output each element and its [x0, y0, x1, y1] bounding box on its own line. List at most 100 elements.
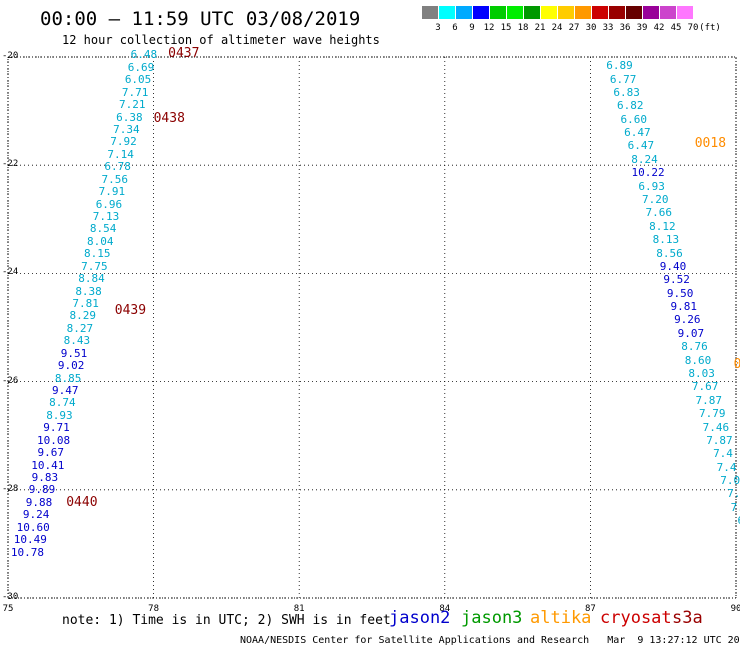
note-text: note: 1) Time is in UTC; 2) SWH is in fe…	[62, 613, 391, 628]
lon-tick-label: 75	[2, 604, 14, 614]
legend-label: 36	[619, 23, 631, 33]
wave-height-value: 7.4	[716, 460, 737, 474]
mission-name: jason3	[461, 608, 523, 628]
wave-height-value: 10.60	[16, 520, 50, 534]
wave-height-value: 9.24	[22, 508, 50, 522]
mission-name: jason2	[389, 608, 451, 628]
wave-height-value: 7.34	[113, 122, 140, 136]
wave-height-value: 7.87	[706, 433, 733, 447]
legend-swatch	[456, 6, 472, 19]
lat-tick-label: -30	[2, 592, 19, 602]
wave-height-value: 7.56	[101, 172, 129, 186]
legend-swatch	[524, 6, 540, 19]
legend-label: 18	[517, 23, 529, 33]
wave-height-value: 10.08	[37, 433, 71, 447]
wave-height-value: 9.50	[666, 286, 694, 300]
wave-height-value: 7.91	[98, 185, 126, 199]
wave-height-value: 8.38	[75, 284, 102, 298]
wave-height-value: 6.48	[130, 48, 158, 62]
legend-label: 27	[568, 23, 580, 33]
wave-height-value: 10.22	[631, 166, 665, 180]
mission-name: s3a	[672, 608, 703, 628]
wave-height-value: 6.83	[613, 85, 640, 99]
wave-height-value: 9.81	[670, 300, 698, 314]
wave-height-value: 7.46	[702, 420, 730, 434]
lat-tick-label: -24	[2, 267, 19, 278]
grid-lines	[7, 56, 737, 599]
pass-time-label: 0018	[694, 135, 727, 151]
wave-height-value: 9.67	[37, 446, 64, 460]
legend-label: 21	[534, 23, 546, 33]
lat-tick-label: -20	[2, 51, 19, 61]
lon-tick-label: 84	[439, 604, 451, 614]
wave-height-value: 9.71	[43, 421, 70, 435]
legend-swatch	[660, 6, 676, 19]
legend-label: 15	[500, 23, 512, 33]
wave-height-value: 9.40	[659, 259, 687, 273]
wave-height-value: 7.75	[81, 259, 108, 273]
wave-height-value: 8.85	[54, 371, 82, 385]
wave-height-value: 7.81	[72, 296, 99, 310]
wave-height-value: 7.71	[121, 85, 149, 99]
wave-height-value: 6.47	[627, 139, 655, 153]
wave-height-value: 8.29	[69, 309, 96, 323]
legend-swatch	[643, 6, 659, 19]
wave-height-value: 8.27	[66, 321, 94, 335]
wave-height-value: 6.82	[616, 99, 644, 113]
pass-time-label: 0438	[153, 111, 185, 127]
legend-swatch	[592, 6, 608, 19]
wave-height-value: 10.78	[10, 545, 44, 559]
legend-label: 30	[585, 23, 597, 33]
wave-height-value: 9.26	[674, 313, 701, 327]
lon-tick-label: 81	[293, 604, 305, 614]
wave-height-value: 7.92	[110, 135, 137, 149]
wave-height-value: 7.87	[695, 393, 722, 407]
mission-name: altika	[530, 608, 592, 628]
legend-label: 39	[636, 23, 648, 33]
wave-height-value: 8.04	[86, 234, 114, 248]
legend-swatch	[507, 6, 523, 19]
wave-height-value: 6.89	[606, 59, 633, 73]
wave-height-value: 6.77	[609, 72, 637, 86]
wave-height-value: 7.21	[118, 98, 146, 112]
legend-label: 9	[469, 23, 475, 33]
wave-height-value: 6.69	[127, 60, 155, 74]
legend-swatch	[626, 6, 642, 19]
wave-height-value: 7.0	[720, 474, 740, 488]
wave-height-value: 9.83	[31, 470, 59, 484]
legend-swatch	[473, 6, 489, 19]
pass-time-label: 0439	[114, 303, 147, 319]
wave-height-value: 7.	[730, 500, 740, 514]
wave-height-value: 8.43	[63, 334, 91, 348]
wave-height-value: 9.89	[28, 483, 56, 497]
legend-label: 12	[483, 23, 495, 33]
wave-height-value: 7.4	[713, 447, 733, 461]
legend-swatch	[422, 6, 438, 19]
wave-height-value: 6.05	[124, 73, 152, 87]
wave-height-value: 7.13	[92, 209, 120, 223]
legend-swatch	[439, 6, 455, 19]
wave-height-value: 9.47	[52, 383, 79, 397]
wave-height-value: 7.14	[107, 147, 134, 161]
legend-swatch	[677, 6, 693, 19]
map-title: 00:00 – 11:59 UTC 03/08/2019	[40, 8, 361, 30]
legend-label: (ft)	[699, 23, 721, 33]
lat-tick-label: -22	[2, 159, 19, 170]
wave-height-value: 6.47	[624, 126, 651, 140]
legend-label: 42	[653, 23, 665, 33]
credit-line: NOAA/NESDIS Center for Satellite Applica…	[240, 635, 740, 646]
wave-height-value: 8.76	[681, 340, 708, 354]
wave-height-value: 6.60	[620, 112, 648, 126]
wave-height-value: 8.03	[688, 366, 715, 380]
wave-height-value: 6.38	[116, 110, 143, 124]
legend-swatch	[609, 6, 625, 19]
legend-swatch	[541, 6, 557, 19]
legend-label: 3	[435, 23, 441, 33]
wave-height-value: 9.52	[663, 273, 690, 287]
lon-tick-label: 78	[148, 604, 160, 614]
legend-label: 24	[551, 23, 563, 33]
pass-time-label: 0440	[66, 495, 98, 511]
wave-height-value: 10.49	[13, 533, 47, 547]
wave-height-value: 9.51	[60, 346, 88, 360]
wave-height-value: 8.84	[78, 272, 105, 286]
